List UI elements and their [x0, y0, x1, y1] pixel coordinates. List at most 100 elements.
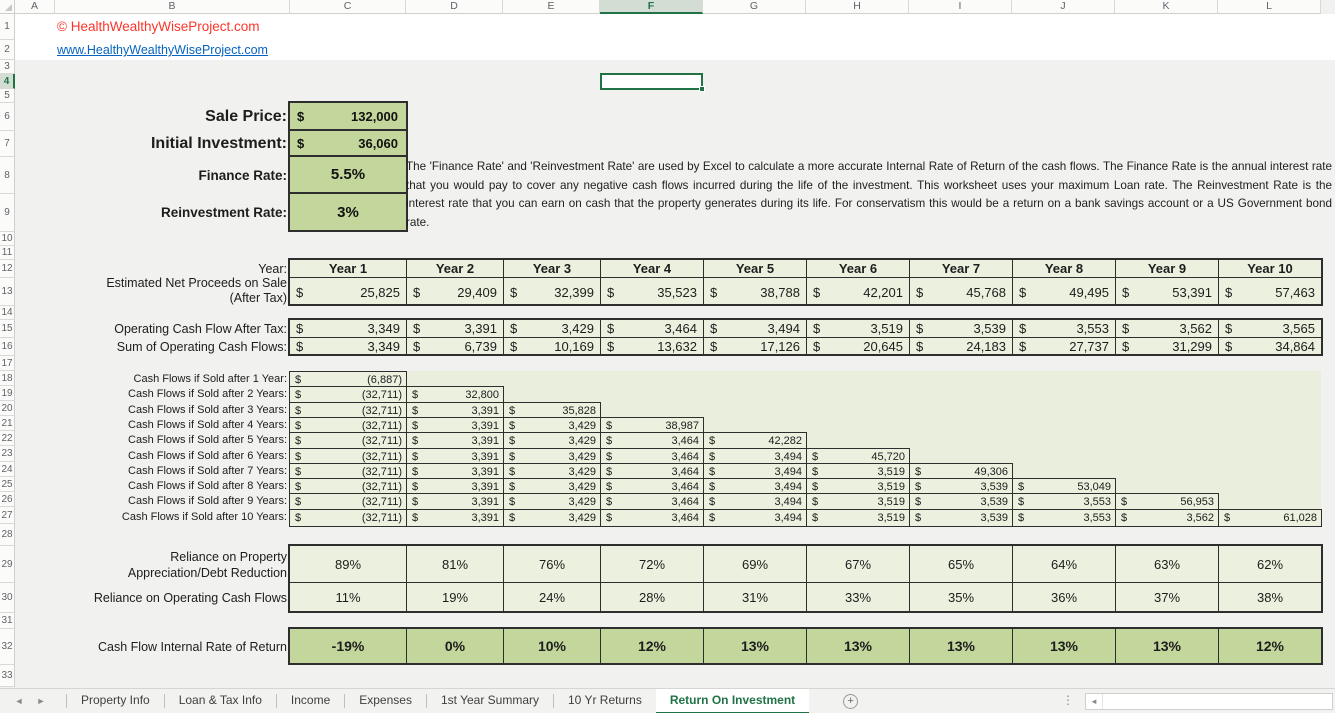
grid-cell[interactable]: $3,429	[503, 510, 600, 526]
grid-cell[interactable]: $3,429	[503, 418, 600, 434]
grid-cell[interactable]: $3,539	[909, 494, 1012, 510]
grid-cell[interactable]: Year 9	[1115, 260, 1218, 277]
sheet-tab-property-info[interactable]: Property Info	[81, 692, 150, 707]
grid-cell[interactable]: 12%	[600, 629, 703, 663]
grid-cell[interactable]: $3,349	[290, 320, 406, 337]
grid-cell[interactable]: 13%	[806, 629, 909, 663]
column-header-h[interactable]: H	[806, 0, 909, 14]
horizontal-scrollbar[interactable]: ◄	[1085, 693, 1333, 710]
row-header-23[interactable]: 23	[0, 446, 15, 462]
grid-cell[interactable]: $17,126	[703, 338, 806, 354]
grid-cell[interactable]: 12%	[1218, 629, 1321, 663]
reinvestment-rate-cell[interactable]: 3%	[288, 192, 408, 232]
grid-cell[interactable]: Year 10	[1218, 260, 1321, 277]
grid-cell[interactable]: 89%	[334, 556, 362, 572]
grid-cell[interactable]: $3,391	[406, 320, 503, 337]
row-header-18[interactable]: 18	[0, 371, 15, 386]
column-header-a[interactable]: A	[15, 0, 55, 14]
column-header-d[interactable]: D	[406, 0, 503, 14]
scroll-left-icon[interactable]: ◄	[1086, 694, 1103, 709]
grid-cell[interactable]: Year 3	[503, 260, 600, 277]
row-header-29[interactable]: 29	[0, 546, 15, 583]
grid-cell[interactable]: 24%	[503, 583, 600, 611]
grid-cell[interactable]: Year 1	[328, 261, 368, 276]
grid-cell[interactable]: Year 6	[806, 260, 909, 277]
grid-cell[interactable]: 64%	[1012, 546, 1115, 582]
grid-cell[interactable]: $13,632	[600, 338, 703, 354]
sheet-tab-income[interactable]: Income	[290, 692, 331, 707]
grid-cell[interactable]: 36%	[1012, 583, 1115, 611]
grid-cell[interactable]: $ (32,711)	[290, 418, 406, 434]
grid-cell[interactable]: $56,953	[1115, 494, 1218, 510]
grid-cell[interactable]: $3,539	[909, 320, 1012, 337]
website-link[interactable]: www.HealthyWealthyWiseProject.com	[57, 43, 268, 57]
grid-cell[interactable]: $42,201	[806, 278, 909, 304]
grid-cell[interactable]: $3,464	[600, 449, 703, 465]
grid-cell[interactable]: 69%	[703, 546, 806, 582]
grid-cell[interactable]: -19%	[331, 638, 365, 654]
grid-cell[interactable]: $3,519	[806, 494, 909, 510]
grid-cell[interactable]: $3,519	[806, 510, 909, 526]
sheet-tab-expenses[interactable]: Expenses	[359, 692, 412, 707]
sheet-tab-return-on-investment[interactable]: Return On Investment	[655, 688, 810, 713]
grid-cell[interactable]: $3,429	[503, 449, 600, 465]
column-header-f[interactable]: F	[600, 0, 703, 14]
scrollbar-track[interactable]	[1103, 694, 1332, 709]
grid-cell[interactable]: 62%	[1218, 546, 1321, 582]
grid-cell[interactable]: Year 2	[406, 260, 503, 277]
grid-cell[interactable]: $3,494	[703, 479, 806, 495]
grid-cell[interactable]: $45,720	[806, 449, 909, 465]
grid-cell[interactable]: Year 7	[909, 260, 1012, 277]
grid-cell[interactable]: Year 8	[1012, 260, 1115, 277]
grid-cell[interactable]: $3,464	[600, 479, 703, 495]
grid-cell[interactable]: 13%	[1012, 629, 1115, 663]
row-header-20[interactable]: 20	[0, 401, 15, 416]
column-header-c[interactable]: C	[290, 0, 406, 14]
grid-cell[interactable]: $ (32,711)	[290, 510, 406, 526]
grid-cell[interactable]: $35,523	[600, 278, 703, 304]
grid-cell[interactable]: $3,553	[1012, 320, 1115, 337]
grid-cell[interactable]: 65%	[909, 546, 1012, 582]
column-header-l[interactable]: L	[1218, 0, 1321, 14]
grid-cell[interactable]: $ (32,711)	[290, 449, 406, 465]
row-header-8[interactable]: 8	[0, 157, 15, 194]
grid-cell[interactable]: $53,391	[1115, 278, 1218, 304]
grid-cell[interactable]: 13%	[909, 629, 1012, 663]
selected-cell[interactable]	[600, 73, 705, 92]
grid-cell[interactable]: $3,539	[909, 510, 1012, 526]
grid-cell[interactable]: $3,562	[1115, 320, 1218, 337]
row-header-1[interactable]: 1	[0, 14, 15, 40]
grid-cell[interactable]: Year 5	[703, 260, 806, 277]
grid-cell[interactable]: $29,409	[406, 278, 503, 304]
grid-cell[interactable]: $3,429	[503, 464, 600, 480]
grid-cell[interactable]: $3,519	[806, 320, 909, 337]
row-header-15[interactable]: 15	[0, 320, 15, 338]
grid-cell[interactable]: $3,391	[406, 403, 503, 419]
grid-cell[interactable]: $ (32,711)	[290, 403, 406, 419]
grid-cell[interactable]: $3,391	[406, 433, 503, 449]
grid-cell[interactable]: $27,737	[1012, 338, 1115, 354]
row-header-30[interactable]: 30	[0, 583, 15, 613]
grid-cell[interactable]: $3,391	[406, 494, 503, 510]
row-header-3[interactable]: 3	[0, 60, 15, 74]
grid-cell[interactable]: $3,494	[703, 320, 806, 337]
grid-cell[interactable]: $3,429	[503, 479, 600, 495]
column-header-g[interactable]: G	[703, 0, 806, 14]
grid-cell[interactable]: $3,565	[1218, 320, 1321, 337]
grid-cell[interactable]: 13%	[703, 629, 806, 663]
grid-cell[interactable]: $38,987	[600, 418, 703, 434]
grid-cell[interactable]: $57,463	[1218, 278, 1321, 304]
grid-cell[interactable]: $ (32,711)	[290, 494, 406, 510]
row-header-33[interactable]: 33	[0, 665, 15, 687]
grid-cell[interactable]: 76%	[503, 546, 600, 582]
grid-cell[interactable]: $53,049	[1012, 479, 1115, 495]
column-header-j[interactable]: J	[1012, 0, 1115, 14]
grid-cell[interactable]: $3,553	[1012, 494, 1115, 510]
row-header-13[interactable]: 13	[0, 278, 15, 306]
grid-cell[interactable]: $31,299	[1115, 338, 1218, 354]
row-header-5[interactable]: 5	[0, 89, 15, 103]
row-header-28[interactable]: 28	[0, 524, 15, 546]
grid-cell[interactable]: 81%	[406, 546, 503, 582]
grid-cell[interactable]: Year 4	[600, 260, 703, 277]
fill-handle[interactable]	[699, 86, 705, 92]
